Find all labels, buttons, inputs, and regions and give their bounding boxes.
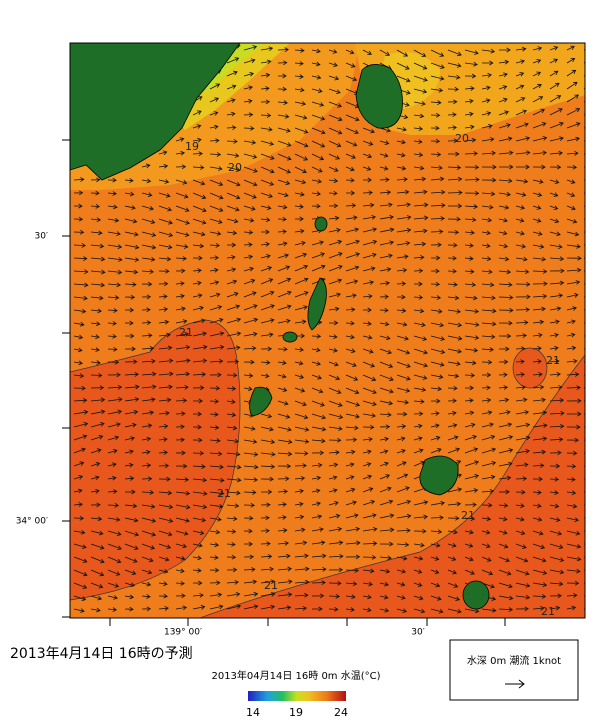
- contour-label: 21: [217, 487, 231, 500]
- island: [307, 277, 327, 331]
- lon-label: 139° 00′: [164, 628, 202, 638]
- land: [70, 43, 490, 610]
- warm-eddy: [512, 347, 548, 389]
- legend-box: [449, 639, 579, 701]
- warm-zone: [199, 354, 585, 618]
- map-frame: [69, 42, 586, 619]
- contour-label: 21: [461, 509, 475, 522]
- lat-label: 34° 00′: [16, 517, 48, 527]
- colorbar-tick: 24: [334, 706, 348, 719]
- legend-arrow: [505, 679, 525, 689]
- contour-label: 21: [264, 579, 278, 592]
- caption: 2013年4月14日 16時の予測: [10, 646, 193, 662]
- warm-eddy: [70, 319, 241, 601]
- island: [419, 455, 459, 496]
- island: [314, 216, 328, 232]
- colorbar: [248, 691, 346, 701]
- contour-label: 19: [185, 140, 199, 153]
- island: [462, 580, 490, 610]
- lat-label: 30′: [35, 232, 49, 242]
- colorbar-tick: 19: [289, 706, 303, 719]
- map-area: 21 19 20 20 21 21 21 21 21: [70, 43, 585, 618]
- graticule-ticks: [62, 139, 506, 626]
- contour-label: 20: [455, 132, 469, 145]
- island: [249, 386, 273, 417]
- lon-label: 30′: [411, 628, 425, 638]
- island: [282, 331, 298, 343]
- island: [355, 64, 403, 129]
- contour-label: 20: [228, 161, 242, 174]
- colorbar-tick: 14: [246, 706, 260, 719]
- contour-label: 21: [179, 326, 193, 339]
- legend-label: 水深 0m 潮流 1knot: [467, 654, 561, 667]
- island: [70, 43, 241, 181]
- colorbar-title: 2013年04月14日 16時 0m 水温(°C): [211, 669, 380, 682]
- contour-label: 21: [546, 354, 560, 367]
- contour-label: 21: [541, 605, 555, 618]
- contour-labels: 21 19 20 20 21 21 21 21 21: [179, 132, 560, 618]
